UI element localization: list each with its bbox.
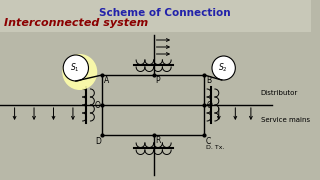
Circle shape <box>212 56 235 80</box>
Text: Distributor: Distributor <box>260 90 298 96</box>
Text: Q: Q <box>206 100 212 109</box>
Text: Interconnected system: Interconnected system <box>4 18 148 28</box>
Text: $S_2$: $S_2$ <box>218 62 228 74</box>
Text: Service mains: Service mains <box>260 117 310 123</box>
Bar <box>0 0 311 32</box>
Text: O: O <box>94 100 100 109</box>
Circle shape <box>63 55 89 81</box>
Circle shape <box>62 54 97 90</box>
Text: C: C <box>205 137 211 146</box>
Text: Scheme of Connection: Scheme of Connection <box>100 8 231 18</box>
Text: D: D <box>95 137 101 146</box>
Text: D. Tx.: D. Tx. <box>206 145 225 150</box>
Text: $S_1$: $S_1$ <box>70 62 80 74</box>
Text: P: P <box>156 76 160 85</box>
Text: R: R <box>156 136 161 145</box>
Text: A: A <box>104 76 109 85</box>
Text: B: B <box>206 76 211 85</box>
